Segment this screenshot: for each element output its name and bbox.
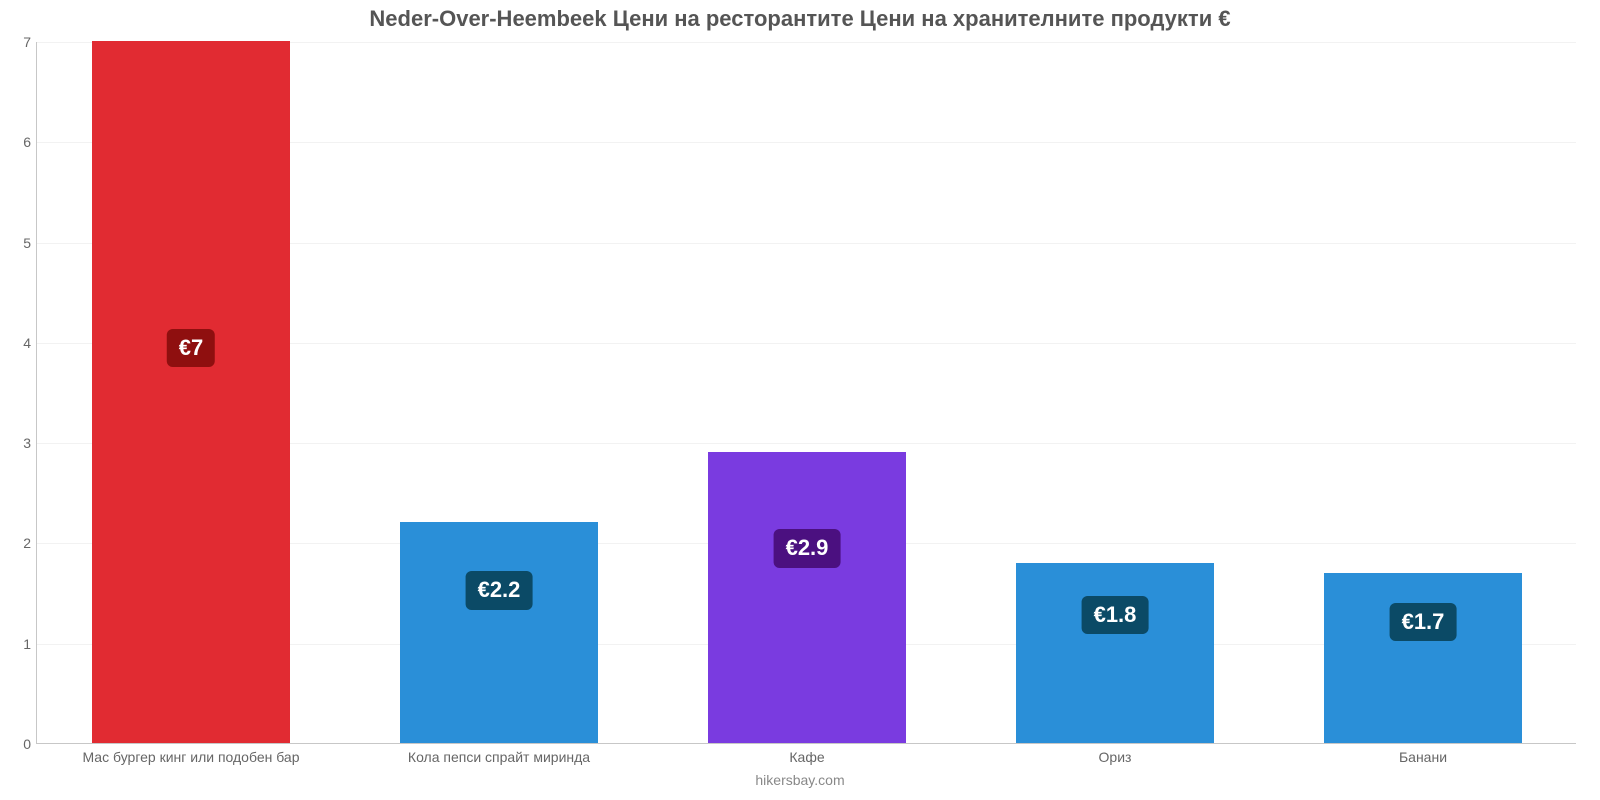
bar-value-label: €2.2 xyxy=(466,571,533,609)
bar xyxy=(708,452,905,743)
bar xyxy=(400,522,597,743)
x-tick-label: Банани xyxy=(1399,749,1447,765)
y-tick-label: 2 xyxy=(23,535,31,551)
bar-value-label: €7 xyxy=(167,329,215,367)
chart-footer: hikersbay.com xyxy=(0,772,1600,788)
chart-title: Neder-Over-Heembeek Цени на ресторантите… xyxy=(0,6,1600,32)
y-tick-label: 1 xyxy=(23,636,31,652)
y-tick-label: 4 xyxy=(23,335,31,351)
y-tick-label: 3 xyxy=(23,435,31,451)
bar xyxy=(1016,563,1213,744)
x-tick-label: Ориз xyxy=(1099,749,1132,765)
bar-value-label: €1.7 xyxy=(1390,603,1457,641)
bar xyxy=(92,41,289,743)
plot-area: 01234567€7Мас бургер кинг или подобен ба… xyxy=(36,42,1576,744)
y-tick-label: 0 xyxy=(23,736,31,752)
bar-value-label: €2.9 xyxy=(774,529,841,567)
bar xyxy=(1324,573,1521,743)
y-tick-label: 5 xyxy=(23,235,31,251)
x-tick-label: Кола пепси спрайт миринда xyxy=(408,749,590,765)
bar-value-label: €1.8 xyxy=(1082,596,1149,634)
x-tick-label: Кафе xyxy=(789,749,824,765)
y-tick-label: 7 xyxy=(23,34,31,50)
price-bar-chart: Neder-Over-Heembeek Цени на ресторантите… xyxy=(0,0,1600,800)
y-tick-label: 6 xyxy=(23,134,31,150)
x-tick-label: Мас бургер кинг или подобен бар xyxy=(82,749,299,765)
